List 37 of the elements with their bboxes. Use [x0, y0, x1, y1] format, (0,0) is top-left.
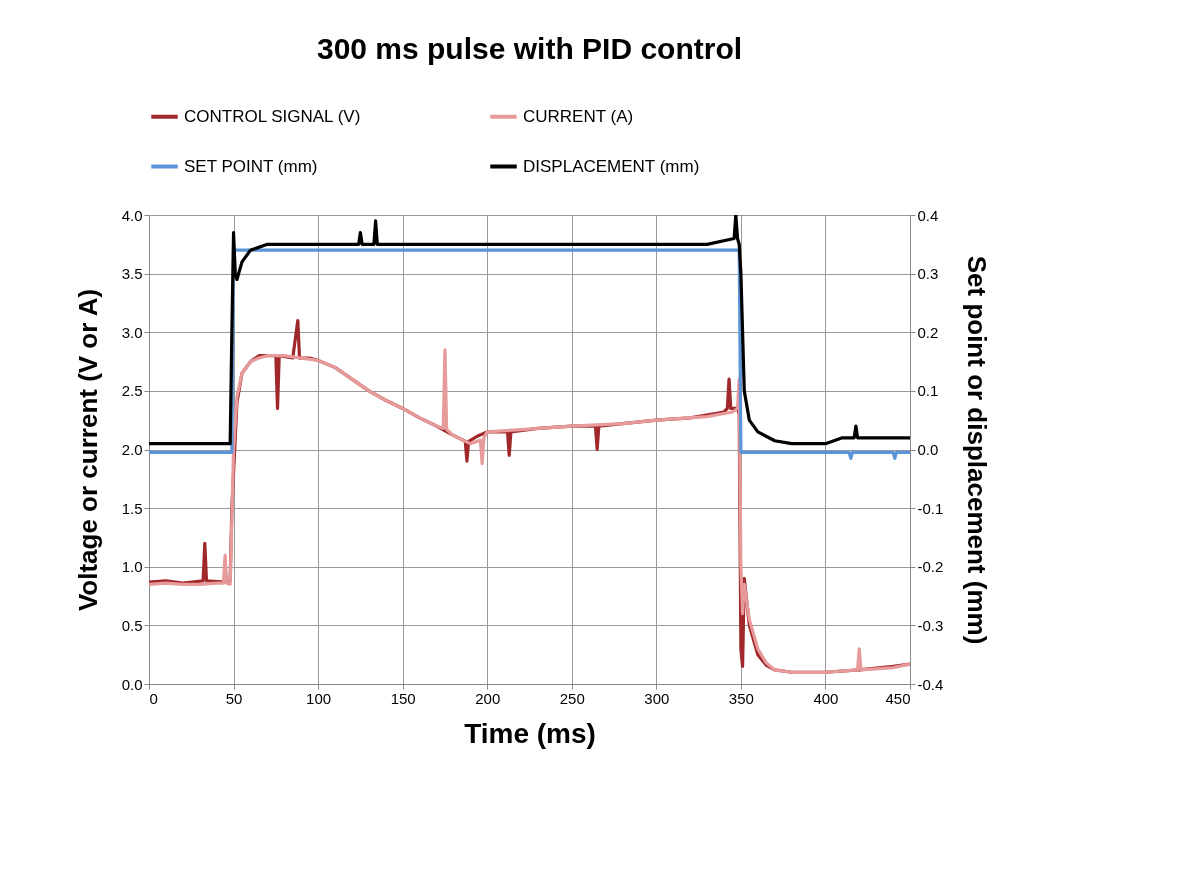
- x-axis-title: Time (ms): [464, 717, 596, 749]
- legend-label: DISPLACEMENT (mm): [523, 156, 700, 176]
- y2-tick-label: -0.1: [917, 499, 944, 517]
- y2-tick-label: -0.2: [917, 558, 944, 576]
- x-tick-label: 50: [225, 689, 243, 707]
- y-tick-label: 0.0: [121, 675, 143, 693]
- y2-tick-label: -0.4: [917, 675, 944, 693]
- x-tick-label: 250: [559, 689, 585, 707]
- x-tick-label: 200: [475, 689, 501, 707]
- y2-tick-label: 0.4: [917, 206, 939, 224]
- y-tick-label: 2.0: [121, 441, 143, 458]
- x-tick-label: 350: [728, 689, 754, 707]
- x-tick-label: 300: [644, 689, 670, 707]
- legend-label: CONTROL SIGNAL (V): [184, 106, 361, 126]
- y-tick-label: 2.5: [121, 382, 143, 400]
- y-axis-title: Voltage or current (V or A): [72, 288, 103, 612]
- x-tick-label: 400: [813, 689, 839, 707]
- y-tick-label: 0.5: [121, 616, 143, 634]
- x-tick-label: 0: [149, 689, 158, 707]
- y2-tick-label: 0.1: [917, 382, 939, 400]
- y2-axis-title: Set point or displacement (mm): [962, 255, 993, 645]
- y2-tick-label: 0.2: [917, 323, 939, 341]
- y-tick-label: 4.0: [121, 206, 143, 224]
- y-tick-label: 1.0: [121, 558, 143, 576]
- x-tick-label: 150: [390, 689, 416, 707]
- x-tick-label: 450: [885, 689, 911, 707]
- y-tick-label: 1.5: [121, 499, 143, 517]
- y2-tick-label: -0.3: [917, 616, 944, 634]
- x-tick-label: 100: [306, 689, 332, 707]
- chart-title: 300 ms pulse with PID control: [316, 32, 743, 65]
- legend-label: SET POINT (mm): [184, 156, 318, 176]
- y2-tick-label: 0.3: [917, 265, 939, 283]
- y2-tick-label: 0.0: [917, 441, 939, 458]
- y-tick-label: 3.0: [121, 323, 143, 341]
- line-series: [149, 215, 910, 446]
- y-tick-label: 3.5: [121, 265, 143, 283]
- legend-label: CURRENT (A): [523, 106, 634, 126]
